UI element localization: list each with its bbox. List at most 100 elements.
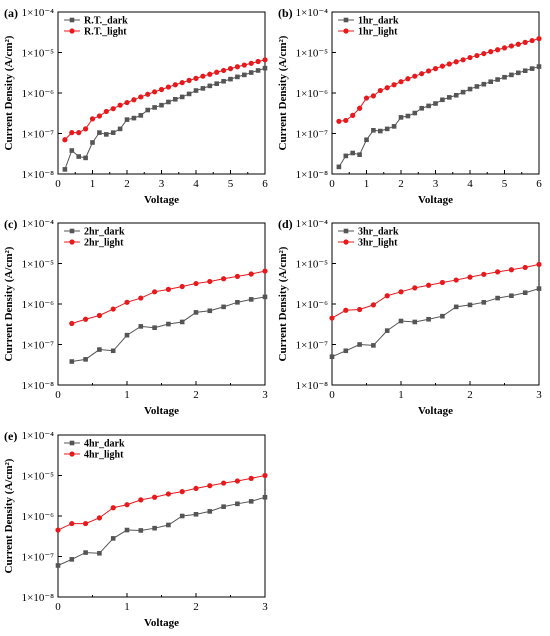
data-point: [69, 359, 75, 364]
x-tick-label: 2: [467, 389, 473, 401]
data-point: [522, 68, 528, 74]
data-point: [179, 513, 185, 519]
data-point: [166, 321, 171, 327]
data-point: [440, 313, 445, 319]
data-point: [419, 105, 424, 111]
legend-marker: [343, 17, 349, 23]
data-point: [124, 502, 130, 508]
chart-panel: (d) 0 1 2 3 1×10⁻⁸ 1×10⁻⁷ 1×10⁻⁶ 1×10⁻⁵ 1×10⁻⁴ Vol…: [277, 217, 542, 417]
y-tick-label: 1×10⁻⁸: [22, 169, 55, 181]
y-tick-label: 1×10⁻⁴: [22, 7, 55, 19]
data-point: [426, 68, 432, 74]
x-tick-label: 6: [262, 178, 268, 190]
data-point: [343, 153, 349, 159]
data-point: [529, 37, 535, 44]
x-tick-label: 0: [329, 389, 335, 401]
data-point: [536, 36, 542, 42]
y-tick-label: 1×10⁻⁷: [296, 129, 329, 141]
data-point: [145, 91, 151, 97]
data-point: [262, 472, 268, 479]
data-point: [152, 105, 157, 110]
data-point: [207, 509, 213, 514]
data-point: [336, 164, 342, 170]
x-tick-label: 0: [329, 178, 335, 190]
x-tick-label: 1: [398, 389, 404, 401]
y-tick-label: 1×10⁻⁷: [22, 552, 55, 564]
data-point: [62, 167, 68, 172]
x-tick-label: 3: [159, 178, 165, 190]
data-point: [262, 57, 268, 63]
data-point: [173, 96, 178, 102]
data-point: [124, 99, 130, 106]
y-tick-label: 1×10⁻⁸: [22, 592, 55, 604]
legend-marker: [343, 228, 349, 234]
data-point: [55, 563, 61, 568]
panel-label: (d): [278, 217, 293, 231]
data-point: [447, 95, 452, 100]
data-point: [453, 59, 459, 65]
data-point: [193, 88, 199, 93]
data-point: [439, 63, 445, 69]
legend-label: 4hr_light: [84, 450, 124, 461]
data-point: [235, 501, 240, 507]
data-point: [97, 550, 102, 556]
data-point: [235, 74, 240, 80]
series-line: [64, 59, 266, 141]
x-tick-label: 0: [55, 389, 61, 401]
panel-label: (a): [4, 6, 18, 20]
data-point: [262, 65, 268, 71]
data-point: [228, 76, 233, 82]
data-point: [536, 261, 542, 268]
data-point: [207, 278, 213, 285]
data-point: [453, 277, 459, 283]
data-point: [255, 68, 261, 73]
data-point: [165, 84, 171, 90]
y-tick-label: 1×10⁻⁸: [22, 380, 55, 392]
data-point: [248, 60, 254, 66]
y-tick-label: 1×10⁻⁴: [296, 7, 329, 19]
data-point: [110, 106, 116, 112]
legend-label: 3hr_light: [358, 238, 398, 249]
legend-label: 2hr_dark: [84, 227, 125, 238]
x-axis-label: Voltage: [144, 405, 179, 417]
data-point: [412, 110, 418, 116]
data-point: [495, 295, 500, 301]
y-axis-label: Current Density (A/cm²): [277, 246, 289, 361]
data-point: [124, 299, 130, 305]
data-point: [357, 152, 362, 157]
x-tick-label: 0: [55, 178, 61, 190]
data-point: [522, 264, 528, 271]
data-point: [384, 126, 390, 132]
data-point: [234, 64, 240, 70]
panel-label: (b): [278, 6, 293, 20]
y-tick-label: 1×10⁻⁶: [22, 511, 55, 523]
data-point: [145, 107, 150, 113]
data-point: [446, 61, 452, 67]
data-point: [193, 75, 199, 81]
data-point: [83, 155, 88, 161]
legend-marker: [343, 28, 349, 34]
data-point: [90, 140, 95, 145]
data-point: [152, 325, 157, 330]
y-tick-label: 1×10⁻⁵: [296, 259, 329, 271]
data-point: [509, 72, 514, 78]
x-tick-label: 5: [502, 178, 508, 190]
data-point: [138, 94, 144, 100]
x-tick-label: 6: [536, 178, 542, 190]
data-point: [248, 297, 254, 302]
data-point: [536, 286, 542, 291]
y-axis-label: Current Density (A/cm²): [3, 246, 15, 361]
x-tick-label: 2: [124, 178, 130, 190]
data-point: [193, 280, 199, 287]
data-point: [495, 269, 501, 275]
y-tick-label: 1×10⁻⁷: [296, 340, 329, 352]
data-point: [96, 515, 102, 521]
data-point: [234, 273, 240, 280]
x-axis-label: Voltage: [144, 194, 179, 206]
x-tick-label: 3: [433, 178, 439, 190]
x-tick-label: 2: [398, 178, 404, 190]
chart-panel: (a) 0 1 2 3 4 5 6 1×10⁻⁸ 1×10⁻⁷ 1×10⁻⁶ 1×10⁻⁵ 1×10⁻⁴…: [3, 6, 268, 206]
x-axis-label: Voltage: [144, 617, 179, 629]
x-tick-label: 1: [90, 178, 96, 190]
x-tick-label: 1: [124, 389, 130, 401]
